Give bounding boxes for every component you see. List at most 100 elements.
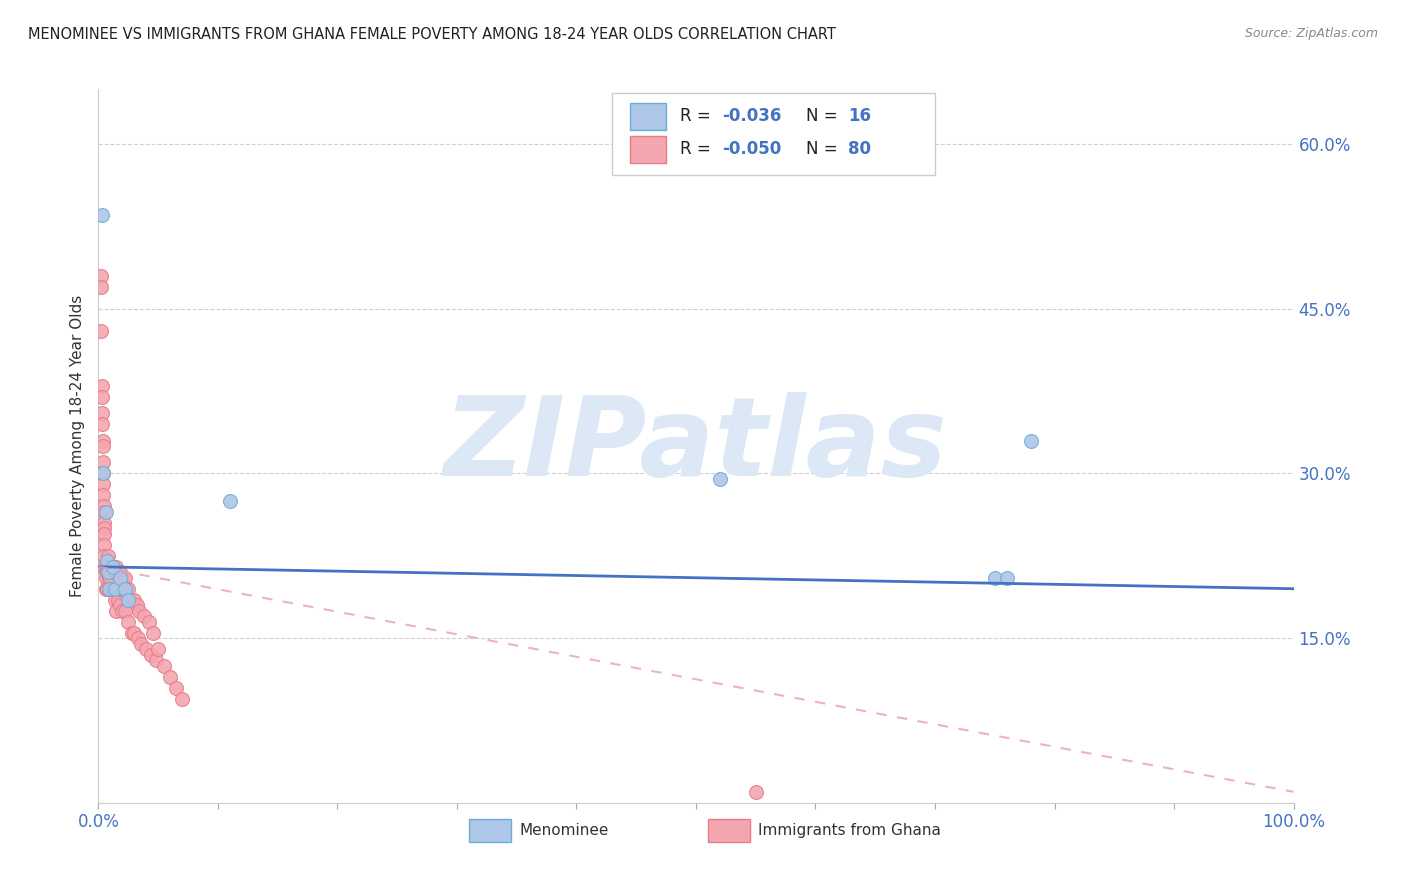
- Point: [117, 582, 139, 596]
- Point: [745, 785, 768, 799]
- Point: [114, 582, 136, 596]
- Point: [94, 571, 117, 585]
- Point: [93, 549, 115, 563]
- Point: [139, 648, 162, 662]
- Text: ZIPatlas: ZIPatlas: [444, 392, 948, 500]
- Point: [98, 571, 122, 585]
- Point: [1019, 434, 1042, 448]
- Point: [103, 582, 125, 596]
- Point: [93, 500, 115, 514]
- Point: [105, 582, 128, 596]
- Point: [107, 582, 129, 596]
- Point: [107, 566, 129, 580]
- Point: [93, 526, 115, 541]
- Point: [172, 691, 194, 706]
- Point: [709, 472, 731, 486]
- Text: R =: R =: [681, 107, 717, 125]
- Point: [100, 582, 122, 596]
- Point: [104, 582, 127, 596]
- Point: [100, 559, 122, 574]
- Point: [97, 549, 120, 563]
- Point: [112, 582, 135, 596]
- FancyBboxPatch shape: [470, 819, 510, 842]
- Point: [108, 598, 131, 612]
- Y-axis label: Female Poverty Among 18-24 Year Olds: Female Poverty Among 18-24 Year Olds: [69, 295, 84, 597]
- Point: [219, 494, 242, 508]
- Point: [98, 559, 122, 574]
- Point: [90, 268, 112, 283]
- Point: [117, 615, 139, 629]
- Point: [98, 582, 121, 596]
- Point: [96, 559, 118, 574]
- Point: [114, 571, 136, 585]
- Point: [135, 642, 157, 657]
- Point: [97, 559, 120, 574]
- Point: [91, 467, 114, 481]
- Point: [105, 559, 128, 574]
- Point: [131, 637, 153, 651]
- Point: [96, 582, 118, 596]
- Text: Source: ZipAtlas.com: Source: ZipAtlas.com: [1244, 27, 1378, 40]
- Point: [91, 439, 114, 453]
- Text: -0.036: -0.036: [723, 107, 782, 125]
- Point: [90, 280, 112, 294]
- Text: 16: 16: [848, 107, 870, 125]
- Point: [165, 681, 187, 695]
- Text: R =: R =: [681, 140, 717, 158]
- Point: [103, 566, 125, 580]
- Text: -0.050: -0.050: [723, 140, 782, 158]
- Point: [121, 625, 143, 640]
- Point: [114, 604, 136, 618]
- Point: [138, 615, 160, 629]
- Point: [984, 571, 1007, 585]
- Point: [101, 559, 124, 574]
- Point: [101, 559, 124, 574]
- Point: [91, 467, 114, 481]
- Point: [94, 566, 117, 580]
- Point: [995, 571, 1018, 585]
- Point: [124, 625, 146, 640]
- Point: [93, 521, 115, 535]
- FancyBboxPatch shape: [630, 103, 666, 130]
- Text: N =: N =: [806, 140, 842, 158]
- Point: [145, 653, 167, 667]
- Text: MENOMINEE VS IMMIGRANTS FROM GHANA FEMALE POVERTY AMONG 18-24 YEAR OLDS CORRELAT: MENOMINEE VS IMMIGRANTS FROM GHANA FEMAL…: [28, 27, 837, 42]
- Point: [96, 554, 118, 568]
- Text: Menominee: Menominee: [519, 823, 609, 838]
- Point: [108, 566, 131, 580]
- Text: 80: 80: [848, 140, 870, 158]
- Point: [97, 566, 120, 580]
- Point: [91, 477, 114, 491]
- Point: [93, 559, 115, 574]
- Point: [98, 559, 121, 574]
- Point: [91, 390, 114, 404]
- Point: [96, 566, 118, 580]
- Text: Immigrants from Ghana: Immigrants from Ghana: [758, 823, 941, 838]
- Point: [91, 406, 114, 420]
- Point: [110, 582, 132, 596]
- Point: [93, 538, 115, 552]
- Point: [115, 582, 138, 596]
- FancyBboxPatch shape: [613, 93, 935, 175]
- Point: [104, 566, 127, 580]
- Point: [159, 669, 181, 683]
- Point: [153, 658, 176, 673]
- Point: [91, 455, 114, 469]
- Point: [148, 642, 170, 657]
- Point: [93, 516, 115, 530]
- Point: [94, 582, 117, 596]
- Text: N =: N =: [806, 107, 842, 125]
- Point: [90, 324, 112, 338]
- Point: [98, 582, 121, 596]
- Point: [142, 625, 165, 640]
- FancyBboxPatch shape: [709, 819, 749, 842]
- Point: [128, 604, 150, 618]
- Point: [125, 598, 148, 612]
- Point: [107, 592, 129, 607]
- Point: [91, 417, 114, 431]
- Point: [91, 209, 114, 223]
- Point: [101, 582, 124, 596]
- Point: [91, 488, 114, 502]
- Point: [127, 631, 149, 645]
- Point: [94, 505, 117, 519]
